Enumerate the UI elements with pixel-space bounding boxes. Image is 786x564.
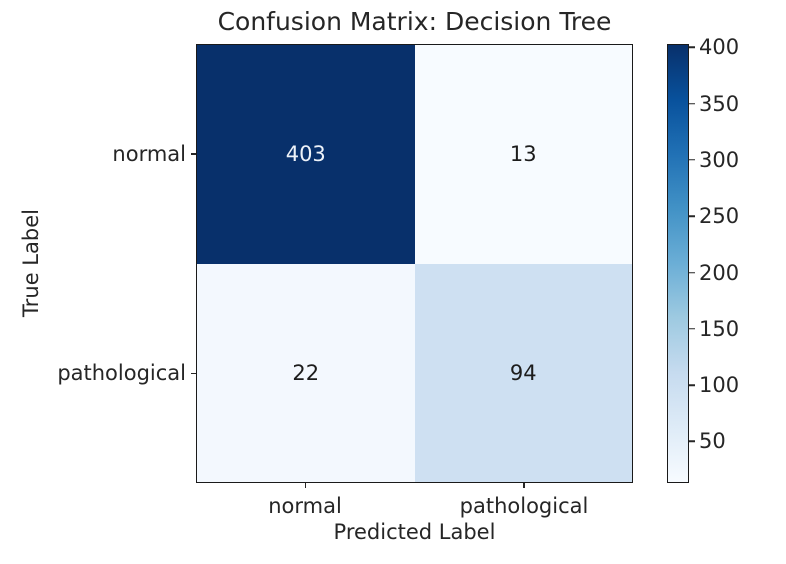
x-tick-label-normal: normal bbox=[268, 494, 342, 518]
colorbar-tick-label: 250 bbox=[699, 204, 740, 229]
cell-value: 94 bbox=[509, 360, 537, 385]
colorbar-tick-mark bbox=[689, 328, 695, 330]
y-tick-mark bbox=[191, 372, 196, 374]
x-axis-label: Predicted Label bbox=[333, 520, 496, 544]
colorbar-tick-mark bbox=[689, 384, 695, 386]
y-tick-mark bbox=[191, 153, 196, 155]
colorbar-tick-mark bbox=[689, 271, 695, 274]
colorbar-tick-label: 200 bbox=[699, 260, 740, 285]
colorbar-tick-mark bbox=[689, 215, 695, 217]
colorbar-tick-label: 400 bbox=[699, 35, 740, 60]
y-tick-label-pathological: pathological bbox=[57, 361, 186, 385]
heatmap-cell-true-pathological-pred-pathological: 94 bbox=[414, 263, 632, 482]
x-tick-mark bbox=[523, 483, 525, 488]
y-axis-label: True Label bbox=[19, 209, 43, 317]
colorbar-tick-mark bbox=[689, 159, 695, 161]
colorbar-tick-container: 50 100 150 200 250 300 350 400 bbox=[689, 35, 786, 483]
y-tick-label-normal: normal bbox=[112, 142, 186, 166]
cell-value: 22 bbox=[292, 360, 320, 385]
x-tick-label-pathological: pathological bbox=[459, 494, 589, 518]
colorbar-tick-mark bbox=[689, 46, 695, 49]
colorbar-tick-label: 300 bbox=[699, 147, 740, 172]
heatmap-cell-true-normal-pred-normal: 403 bbox=[197, 45, 415, 264]
colorbar-tick-label: 350 bbox=[699, 91, 740, 116]
cell-value: 13 bbox=[509, 142, 537, 167]
colorbar-tick-mark bbox=[689, 102, 695, 105]
colorbar-tick-label: 150 bbox=[699, 316, 740, 341]
colorbar-tick-mark bbox=[689, 440, 695, 443]
cell-value: 403 bbox=[285, 142, 326, 167]
colorbar-tick-label: 100 bbox=[699, 373, 740, 398]
chart-title: Confusion Matrix: Decision Tree bbox=[217, 7, 612, 36]
colorbar-tick-label: 50 bbox=[699, 429, 726, 454]
heatmap-axes: 403 13 22 94 bbox=[196, 44, 633, 483]
x-tick-mark bbox=[304, 483, 306, 488]
heatmap-cell-true-pathological-pred-normal: 22 bbox=[197, 263, 415, 482]
colorbar-gradient bbox=[667, 44, 689, 483]
heatmap-cell-true-normal-pred-pathological: 13 bbox=[414, 45, 632, 264]
